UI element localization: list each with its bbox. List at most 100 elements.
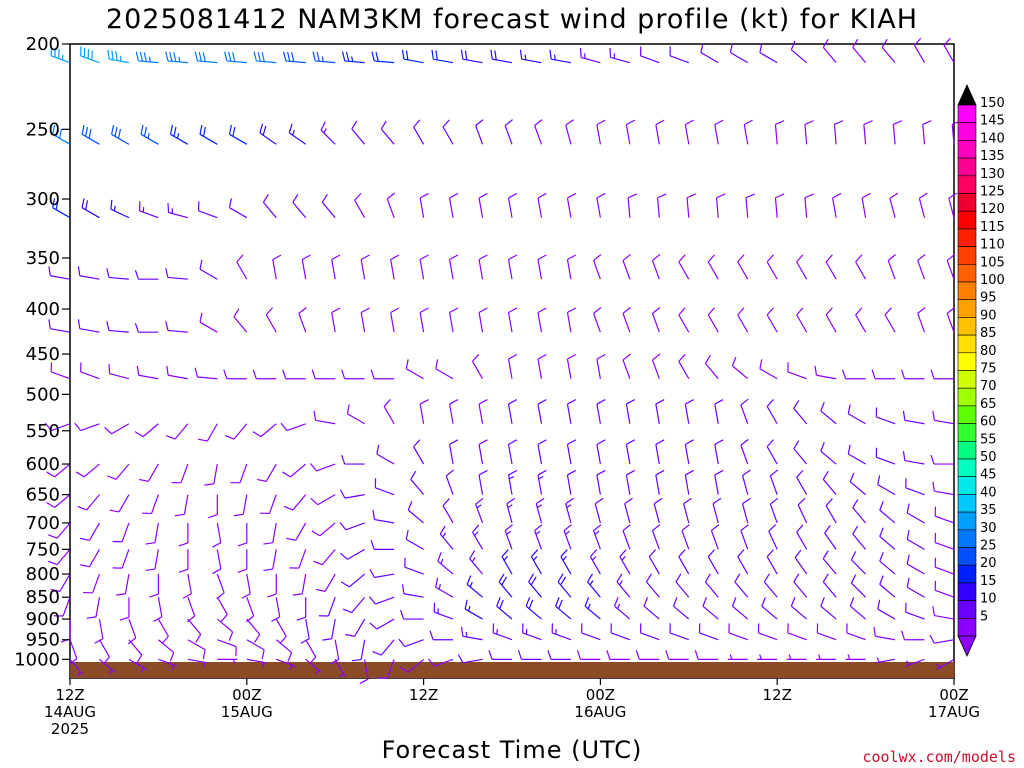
wind-barb xyxy=(729,43,749,64)
wind-barb xyxy=(69,639,78,665)
wind-barb xyxy=(833,120,844,145)
wind-barb xyxy=(655,399,665,424)
wind-barb xyxy=(369,568,395,579)
wind-barb xyxy=(224,423,248,440)
colorbar-label: 110 xyxy=(980,238,1005,253)
wind-barb xyxy=(530,549,542,575)
wind-barb xyxy=(439,525,454,550)
colorbar-label: 50 xyxy=(980,450,997,465)
wind-barb xyxy=(167,202,189,219)
colorbar-label: 135 xyxy=(980,149,1005,164)
wind-barb xyxy=(282,463,307,478)
wind-barb xyxy=(702,597,719,620)
wind-barb xyxy=(216,573,225,600)
wind-barb xyxy=(217,658,238,665)
wind-barb xyxy=(157,618,169,644)
wind-barb xyxy=(814,365,837,380)
wind-barb xyxy=(537,254,547,280)
wind-barb xyxy=(145,522,159,545)
wind-barb xyxy=(852,525,867,550)
colorbar-label: 80 xyxy=(980,344,997,359)
wind-barb xyxy=(566,439,577,465)
colorbar-swatch xyxy=(957,564,977,584)
wind-barb xyxy=(265,307,277,333)
wind-barb xyxy=(478,307,488,333)
wind-barb xyxy=(305,658,322,675)
wind-barb xyxy=(757,654,778,660)
wind-barb xyxy=(313,410,336,425)
wind-barb xyxy=(932,606,955,620)
wind-barb xyxy=(74,422,100,432)
wind-barb xyxy=(743,119,753,145)
wind-barb xyxy=(563,524,572,550)
wind-barb xyxy=(354,192,366,218)
wind-barb xyxy=(932,410,955,425)
colorbar-swatch xyxy=(957,299,977,318)
wind-barb xyxy=(678,353,690,380)
wind-barb xyxy=(331,307,341,333)
x-tick-label: 15AUG xyxy=(221,703,273,721)
wind-barb xyxy=(793,400,808,425)
wind-barb xyxy=(312,51,336,64)
wind-barb xyxy=(678,549,690,575)
wind-barb xyxy=(757,623,778,641)
wind-barb xyxy=(881,38,896,64)
wind-barb xyxy=(419,399,429,424)
wind-barb xyxy=(905,658,925,667)
wind-barb xyxy=(431,49,454,64)
wind-barb xyxy=(223,369,247,380)
wind-barb xyxy=(873,626,896,641)
wind-barb xyxy=(368,596,395,605)
wind-barb xyxy=(917,254,926,280)
wind-barb xyxy=(445,469,455,495)
wind-barb xyxy=(398,638,424,648)
wind-barb xyxy=(296,597,307,621)
wind-barb xyxy=(930,454,954,465)
wind-barb xyxy=(321,193,336,219)
wind-barb xyxy=(535,497,545,524)
wind-barb xyxy=(714,399,724,424)
wind-barb xyxy=(380,120,395,145)
wind-barb xyxy=(187,639,206,660)
wind-barb xyxy=(228,198,248,219)
wind-barb xyxy=(557,573,572,598)
wind-barb xyxy=(111,124,130,145)
wind-barb xyxy=(280,422,306,432)
wind-barb xyxy=(107,463,130,480)
wind-barb xyxy=(656,193,667,218)
wind-barb xyxy=(889,192,899,218)
wind-barb xyxy=(825,307,837,333)
colorbar-swatch xyxy=(957,122,977,141)
wind-barb xyxy=(370,540,395,550)
wind-barb xyxy=(740,398,749,424)
wind-barb xyxy=(318,597,336,617)
wind-barb xyxy=(44,422,71,432)
colorbar-label: 55 xyxy=(980,432,997,447)
wind-barb xyxy=(824,524,837,550)
wind-barb xyxy=(171,463,189,484)
wind-barb xyxy=(905,478,925,496)
y-tick-label: 250 xyxy=(26,119,60,140)
colorbar-label: 140 xyxy=(980,131,1005,146)
wind-barb xyxy=(283,51,306,64)
wind-barb xyxy=(199,259,218,280)
wind-barb xyxy=(288,123,307,145)
colorbar-label: 125 xyxy=(980,185,1005,200)
wind-barb xyxy=(804,193,814,218)
wind-barb xyxy=(245,597,255,623)
wind-barb xyxy=(855,307,867,333)
wind-barb xyxy=(653,497,663,524)
wind-barb xyxy=(112,522,130,543)
y-tick-label: 900 xyxy=(26,609,60,630)
wind-barb xyxy=(119,597,130,621)
wind-barb xyxy=(208,494,218,519)
wind-barb xyxy=(855,254,867,280)
wind-barb xyxy=(263,522,277,545)
wind-barb xyxy=(714,119,724,145)
wind-barb xyxy=(820,442,837,465)
wind-barb xyxy=(466,575,483,598)
wind-barb xyxy=(311,369,336,380)
wind-barb xyxy=(53,597,71,617)
y-axis: 200 250 300 350 400 450 500 550 600 650 700 750 8008… xyxy=(14,34,70,670)
